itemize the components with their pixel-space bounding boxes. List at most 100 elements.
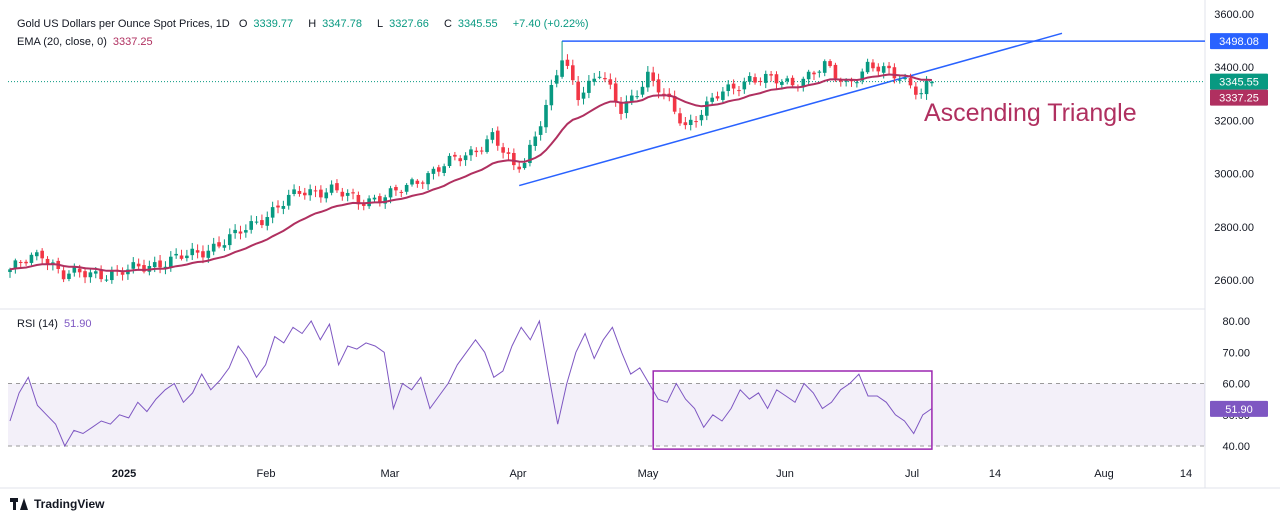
candle-body (495, 130, 500, 146)
rsi-tick-label: 60.00 (1222, 379, 1250, 391)
candle (185, 249, 189, 262)
candle (897, 75, 902, 84)
candle (651, 66, 655, 87)
candle-body (646, 71, 650, 88)
candle-body (774, 74, 779, 84)
candle-body (812, 72, 816, 75)
candle-body (254, 221, 259, 223)
candle (217, 236, 221, 249)
candle-body (790, 77, 795, 86)
candle-body (597, 76, 602, 78)
candle (174, 248, 178, 259)
ema-value: 3337.25 (112, 36, 153, 48)
candle (24, 259, 28, 266)
candle-body (99, 269, 103, 280)
candle (190, 242, 195, 260)
candle-body (549, 84, 554, 106)
price-tick-label: 3400.00 (1214, 62, 1254, 74)
candle (817, 69, 822, 78)
candle-body (13, 260, 18, 269)
candle (501, 142, 505, 159)
open-value: 3339.77 (253, 18, 294, 30)
candle-body (136, 263, 141, 267)
candle-body (914, 86, 918, 95)
candle (378, 193, 382, 207)
time-tick-label: Aug (1094, 468, 1114, 480)
candle (544, 99, 548, 134)
rsi-band (8, 383, 1205, 446)
ema-header: EMA (20, close, 0) 3337.25 (17, 36, 159, 48)
time-tick-label: Jul (905, 468, 919, 480)
candle-body (351, 192, 355, 194)
candle-body (474, 150, 479, 153)
candle-body (67, 273, 71, 279)
time-tick-label: Feb (257, 468, 276, 480)
candle (410, 177, 414, 187)
candle (142, 259, 146, 274)
close-price-badge-bg (1210, 73, 1268, 90)
candle (99, 265, 103, 283)
candle (463, 152, 468, 166)
candle (297, 186, 302, 197)
candle-body (592, 78, 597, 82)
candle (211, 237, 216, 256)
price-tick-label: 2600.00 (1214, 275, 1254, 287)
candle (608, 73, 613, 90)
candle (731, 79, 736, 95)
ema-label: EMA (20, close, 0) (17, 36, 107, 48)
candles (8, 41, 934, 284)
candle-body (329, 184, 334, 193)
rsi-tick-label: 40.00 (1222, 441, 1250, 453)
candle-body (897, 79, 902, 81)
candle-body (479, 150, 484, 152)
candle-body (319, 189, 323, 198)
candle (710, 92, 714, 105)
candle-body (758, 80, 763, 82)
candle-body (152, 262, 157, 268)
candle-body (286, 194, 291, 206)
candle-body (265, 217, 270, 226)
candle-body (919, 93, 923, 95)
candle-body (244, 230, 248, 233)
candle (265, 211, 270, 231)
candle-body (378, 196, 382, 203)
candle (763, 70, 768, 89)
candle (871, 59, 875, 72)
candle-body (88, 272, 93, 278)
tradingview-logo[interactable]: TradingView (10, 497, 104, 511)
candle (747, 72, 752, 85)
candle (678, 107, 682, 126)
candle-body (142, 265, 146, 272)
resistance-badge-bg (1210, 33, 1268, 50)
price-tick-label: 3000.00 (1214, 169, 1254, 181)
time-tick-label: Jun (776, 468, 794, 480)
candle-body (383, 197, 387, 204)
candle-body (72, 267, 77, 273)
candle (83, 267, 87, 284)
candle (13, 258, 18, 274)
candle-body (903, 78, 907, 80)
candle (887, 62, 891, 74)
candle-body (538, 126, 543, 135)
candle (195, 244, 200, 259)
candle-body (158, 260, 162, 268)
time-tick-label: May (638, 468, 659, 480)
candle-body (801, 78, 806, 87)
candle (592, 72, 597, 86)
time-tick-label: 2025 (112, 468, 136, 480)
candle-body (672, 96, 677, 112)
candle (431, 166, 436, 180)
resistance-badge-text: 3498.08 (1219, 36, 1259, 48)
candle (308, 184, 312, 201)
candle (442, 163, 446, 177)
candle-body (865, 61, 870, 73)
candle (656, 73, 661, 99)
candle (8, 267, 12, 278)
candle-body (83, 271, 87, 278)
candle (581, 86, 586, 105)
candle-body (710, 97, 714, 102)
low-label: L (377, 18, 384, 30)
candle-body (410, 179, 414, 185)
candle-body (924, 80, 929, 95)
candle (624, 95, 629, 119)
